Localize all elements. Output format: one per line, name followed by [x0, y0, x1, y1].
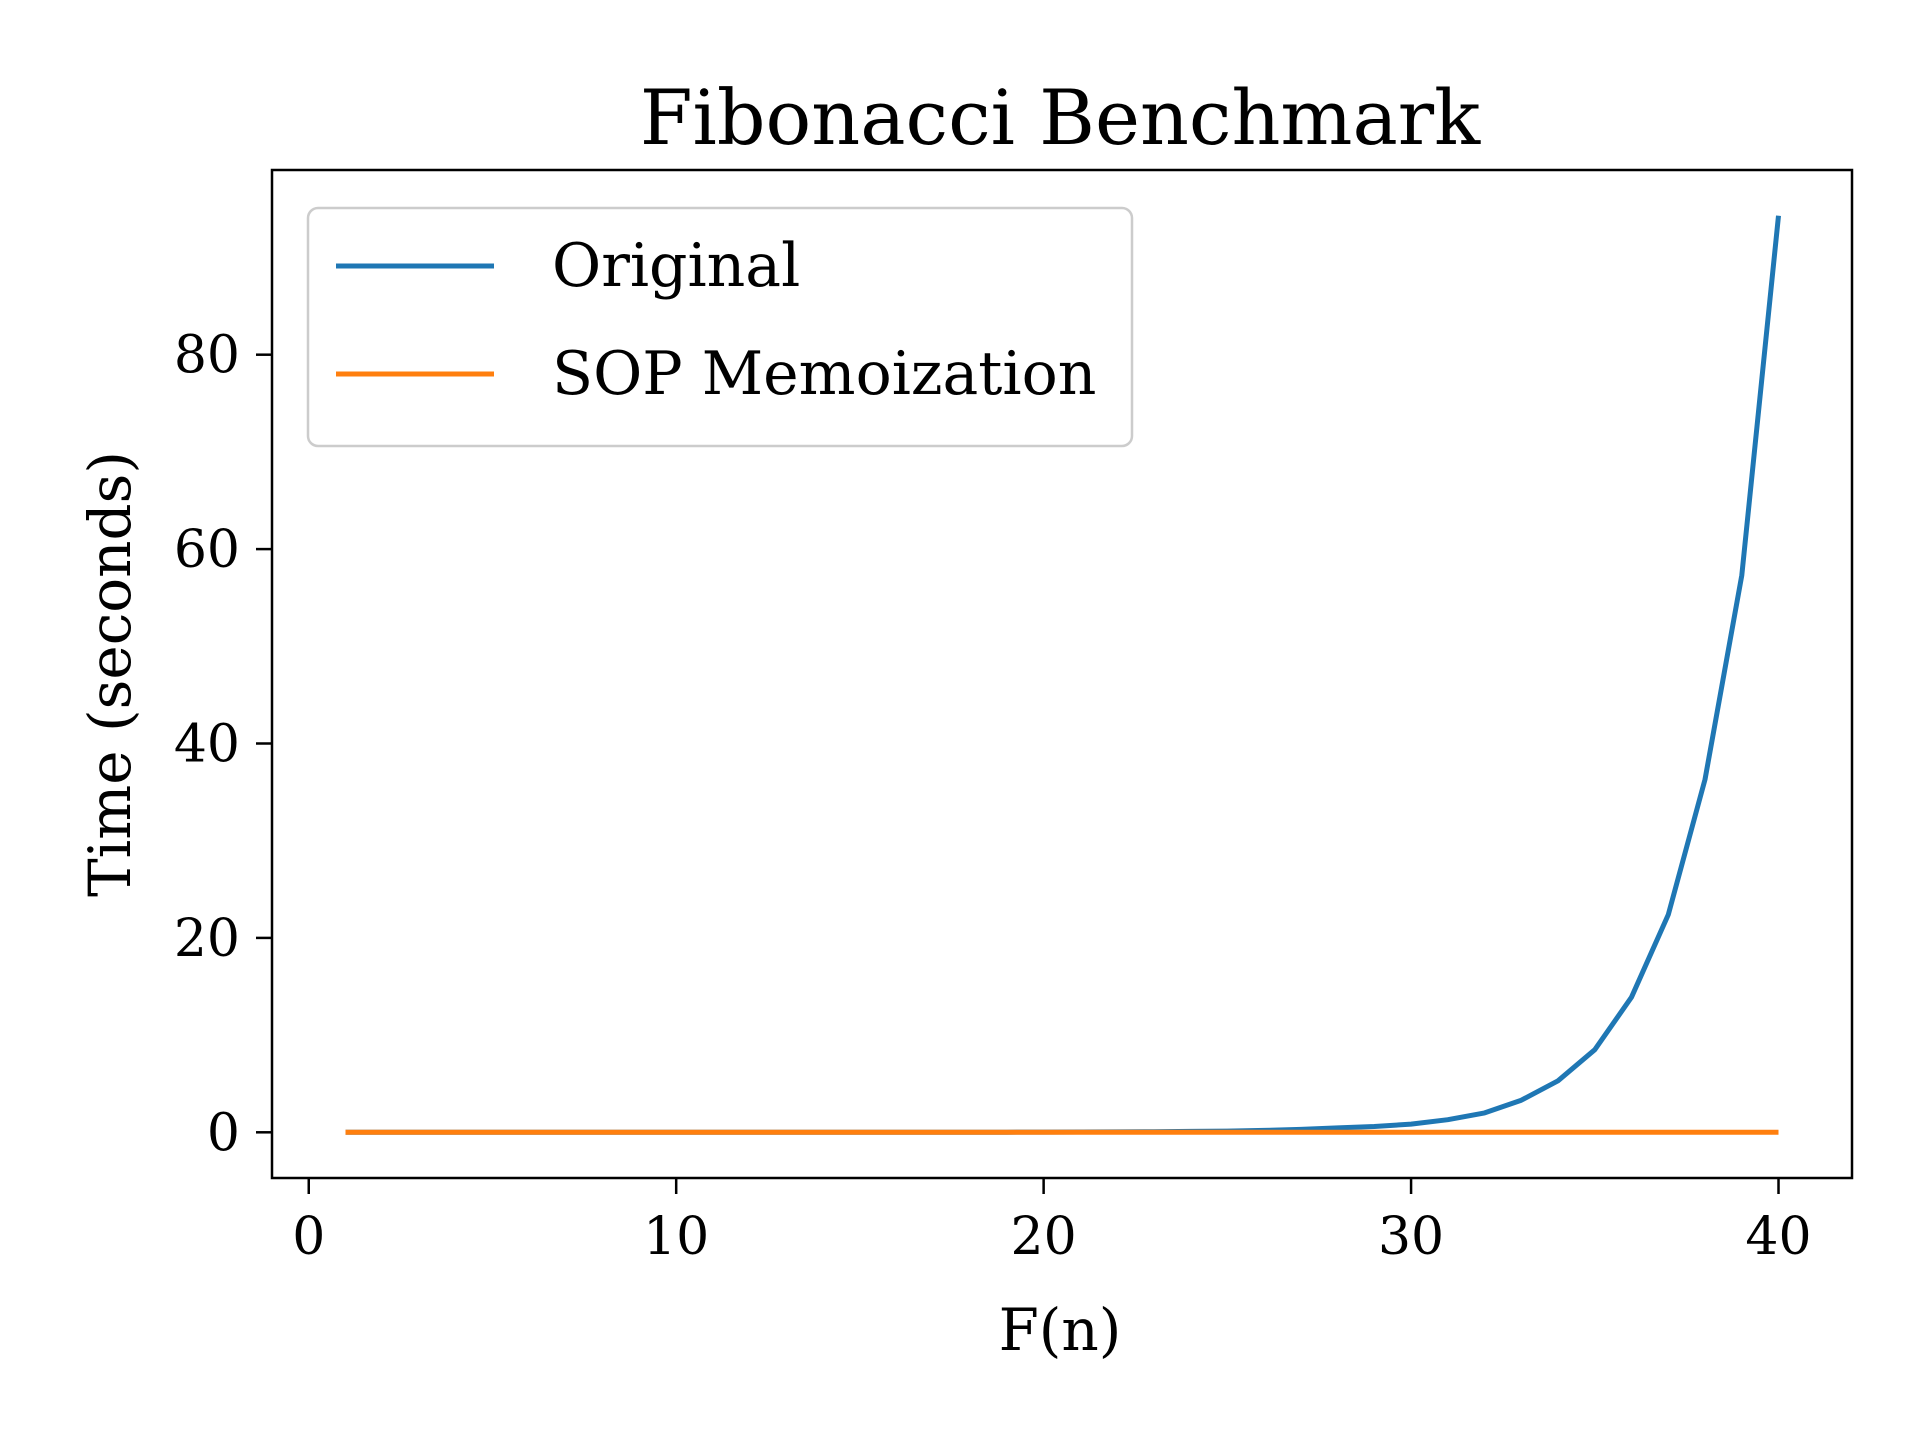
x-tick-label: 10 — [643, 1207, 709, 1267]
series-lines — [345, 215, 1781, 1135]
plot-frame — [270, 168, 1854, 1180]
x-axis-ticks: 0 10 20 30 40 — [292, 1178, 1812, 1267]
legend: Original SOP Memoization — [306, 206, 1134, 448]
y-tick-label: 80 — [174, 326, 240, 386]
x-tick-label: 0 — [292, 1207, 325, 1267]
x-axis-label: F(n) — [999, 1296, 1122, 1364]
y-tick-label: 0 — [207, 1103, 240, 1163]
x-tick-label: 40 — [1745, 1207, 1811, 1267]
y-tick-label: 60 — [174, 520, 240, 580]
y-tick-label: 20 — [174, 909, 240, 969]
x-tick-label: 20 — [1011, 1207, 1077, 1267]
y-axis-ticks: 0 20 40 60 80 — [174, 326, 272, 1163]
chart-title: Fibonacci Benchmark — [640, 73, 1481, 162]
legend-label: SOP Memoization — [552, 339, 1096, 409]
legend-label: Original — [552, 231, 800, 301]
x-tick-label: 30 — [1378, 1207, 1444, 1267]
y-axis-label: Time (seconds) — [76, 451, 144, 897]
legend-box — [306, 206, 1134, 448]
y-tick-label: 40 — [174, 715, 240, 775]
plot-area — [270, 168, 1854, 1180]
